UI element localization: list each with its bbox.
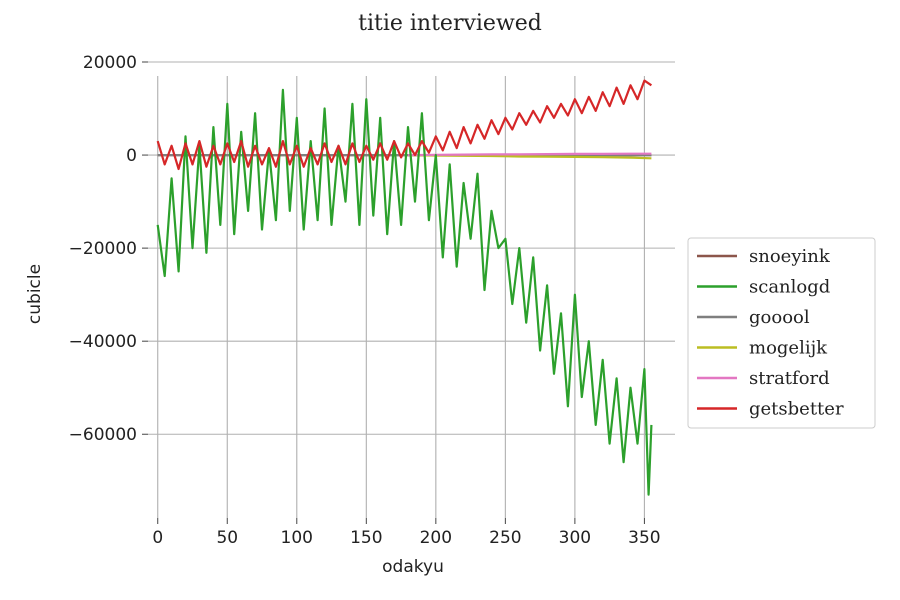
y-axis: 20000 0 −20000 −40000 −60000 (69, 53, 148, 445)
legend-label-mogelijk: mogelijk (749, 338, 828, 359)
series-lines (156, 79, 653, 496)
y-axis-label: cubicle (25, 264, 45, 324)
legend: snoeyink scanlogd gooool mogelijk stratford g… (687, 237, 876, 429)
chart-title: titie interviewed (358, 11, 542, 36)
y-tick-label: 20000 (83, 53, 137, 73)
x-tick-label: 300 (559, 528, 591, 548)
series-line-getsbetter (156, 79, 653, 171)
x-tick-label: 0 (152, 528, 163, 548)
y-tick-label: 0 (126, 146, 137, 166)
legend-label-gooool: gooool (749, 307, 810, 328)
x-tick-label: 50 (216, 528, 238, 548)
series-line-scanlogd (156, 88, 653, 496)
x-axis-label: odakyu (382, 557, 444, 577)
x-tick-label: 100 (281, 528, 313, 548)
legend-label-stratford: stratford (749, 368, 830, 389)
y-tick-label: −20000 (69, 239, 137, 259)
legend-label-getsbetter: getsbetter (749, 399, 844, 420)
grid (148, 61, 675, 518)
x-tick-label: 250 (489, 528, 521, 548)
y-tick-label: −40000 (69, 332, 137, 352)
x-tick-label: 200 (420, 528, 452, 548)
y-tick-label: −60000 (69, 425, 137, 445)
x-axis: 0 50 100 150 200 250 300 350 (152, 518, 661, 548)
legend-label-scanlogd: scanlogd (749, 277, 830, 298)
x-tick-label: 150 (350, 528, 382, 548)
series-line-stratford (407, 152, 652, 157)
legend-label-snoeyink: snoeyink (749, 246, 831, 267)
x-tick-label: 350 (628, 528, 660, 548)
